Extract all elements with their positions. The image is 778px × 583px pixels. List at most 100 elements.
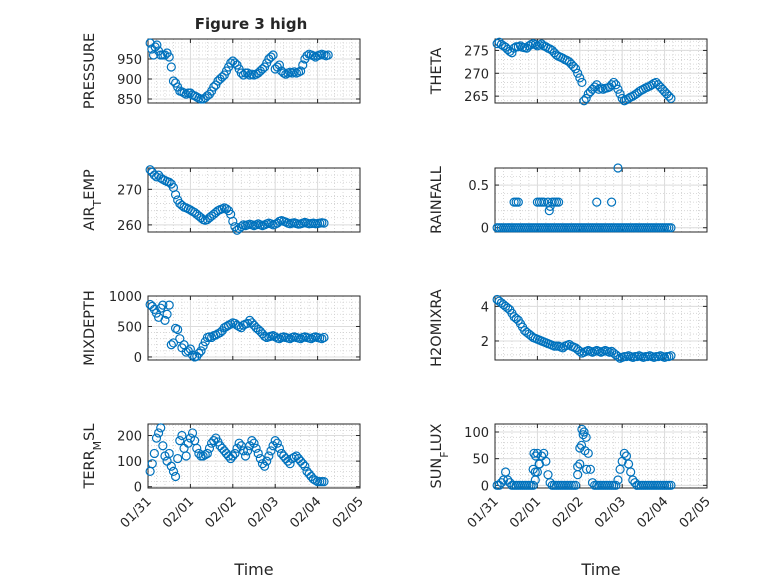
data-point [581, 432, 591, 442]
data-point [151, 433, 162, 443]
data-point [168, 76, 179, 86]
data-point [175, 334, 185, 344]
y-tick-label: 0 [134, 351, 142, 366]
data-point [528, 480, 538, 490]
axes-frame [494, 167, 708, 233]
y-axis-label: H2OMIXRA [429, 289, 445, 367]
data-point [262, 456, 272, 466]
data-point [249, 438, 259, 448]
data-point [611, 80, 621, 90]
y-axis-label: PRESSURE [82, 33, 98, 109]
figure-title: Figure 3 high [195, 15, 308, 33]
data-point [238, 446, 248, 456]
y-axis-label: THETA [429, 48, 445, 96]
y-tick-label: 100 [117, 455, 142, 470]
data-point [272, 438, 282, 448]
y-tick-label: 0 [481, 479, 489, 494]
data-point [570, 480, 581, 490]
data-point [594, 84, 604, 94]
data-point [236, 68, 246, 78]
data-point [530, 475, 540, 485]
y-tick-label: 900 [117, 73, 142, 88]
data-point [209, 436, 219, 446]
data-point [166, 461, 176, 471]
data-point [270, 436, 280, 446]
y-tick-label: 4 [481, 300, 489, 315]
data-point [255, 453, 265, 464]
axes-frame [494, 423, 708, 489]
data-point [204, 443, 215, 453]
data-point [151, 172, 162, 182]
y-tick-label: 100 [464, 426, 489, 441]
data-point [298, 60, 308, 70]
data-point [164, 52, 174, 62]
data-point [177, 430, 187, 441]
data-point [578, 430, 588, 440]
data-point [573, 470, 583, 480]
data-point [534, 459, 544, 469]
data-point [573, 462, 583, 472]
data-point [666, 480, 676, 490]
data-point [251, 443, 261, 453]
data-point [175, 436, 185, 446]
data-point [310, 475, 321, 485]
data-point [609, 77, 619, 88]
data-point [298, 459, 308, 469]
data-point [173, 324, 183, 335]
axes-sunflux: 0 50 100 01/31 02/01 02/02 02/03 02/04 02/05 Time… [429, 423, 714, 579]
x-tick-label: 02/05 [677, 494, 714, 531]
data-point [168, 466, 179, 476]
y-tick-label: 275 [464, 44, 489, 59]
data-point [606, 197, 617, 207]
axes-frame [494, 295, 708, 361]
axes-theta: 265 270 275 THETA [429, 37, 708, 106]
data-point [507, 48, 517, 58]
data-point [319, 477, 329, 487]
axes-pressure: 850 900 950 PRESSURE [82, 33, 361, 109]
data-point [532, 448, 543, 458]
x-tick-label: 01/31 [118, 494, 155, 531]
data-point [529, 448, 539, 458]
x-tick-label: 02/04 [634, 494, 671, 531]
data-point [164, 300, 174, 310]
data-point [323, 50, 333, 60]
data-point [592, 197, 602, 207]
data-point [577, 77, 587, 88]
data-point [575, 459, 585, 469]
data-point [170, 471, 181, 482]
y-tick-label: 270 [464, 67, 489, 82]
data-point [553, 197, 564, 207]
data-point [158, 441, 168, 451]
data-point [285, 459, 295, 469]
y-tick-label: 950 [117, 53, 142, 68]
data-point [581, 93, 591, 104]
data-point [194, 348, 204, 358]
y-axis-label: RAINFALL [429, 166, 445, 234]
data-point [308, 51, 318, 61]
data-point [666, 351, 676, 361]
data-point [580, 446, 590, 456]
data-point [666, 93, 676, 104]
axes-frame [147, 423, 361, 489]
y-tick-label: 500 [117, 320, 142, 335]
x-axis-label: Time [580, 560, 620, 579]
data-point [492, 38, 502, 49]
data-point [266, 446, 276, 456]
data-point [226, 58, 236, 68]
data-point [236, 222, 246, 232]
x-axis-label: Time [233, 560, 273, 579]
data-point [530, 39, 540, 50]
data-point [666, 223, 676, 233]
data-point [276, 448, 287, 459]
data-point [145, 299, 155, 310]
data-point [173, 453, 183, 464]
data-point [166, 62, 176, 72]
axes-h2omixra: 2 4 H2OMIXRA [429, 289, 708, 367]
y-axis-label: AIRTEMP [82, 169, 104, 231]
data-point [170, 323, 181, 333]
data-point [528, 464, 538, 474]
x-tick-label: 02/01 [507, 494, 544, 531]
data-point [238, 320, 248, 330]
data-point [585, 464, 596, 474]
data-point [223, 451, 234, 461]
